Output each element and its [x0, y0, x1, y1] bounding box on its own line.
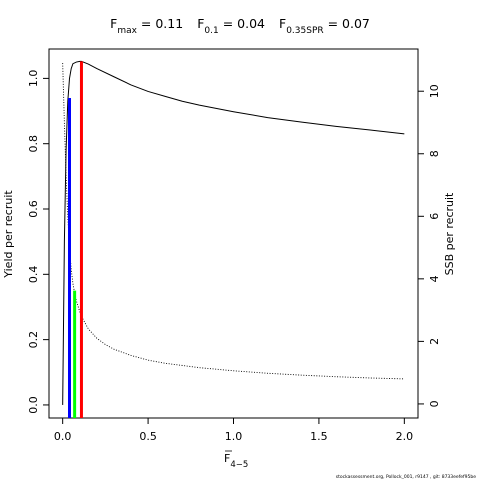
y-axis-right: 0 2 4 6 8 10 [418, 84, 441, 407]
y-left-tick-label: 0.6 [27, 200, 40, 218]
footer-note: stockassessment.org, Pollock_001, r9147 … [336, 474, 476, 480]
y-right-tick-label: 2 [428, 338, 441, 345]
title-fspr-symbol: F [279, 16, 286, 31]
title-fmax-symbol: F [110, 16, 117, 31]
x-axis-label-text: F4−5 [224, 452, 248, 470]
x-tick-label: 1.5 [310, 430, 328, 443]
title-f01-value: 0.04 [237, 16, 265, 31]
y-axis-left-label: Yield per recruit [2, 190, 15, 279]
x-tick-label: 0.0 [54, 430, 72, 443]
y-right-tick-label: 0 [428, 400, 441, 407]
x-tick-label: 2.0 [396, 430, 414, 443]
title-fmax-value: 0.11 [155, 16, 183, 31]
y-right-tick-label: 6 [428, 213, 441, 220]
y-left-tick-label: 1.0 [27, 70, 40, 88]
title-fspr-equals: = [324, 16, 342, 31]
x-axis-label-sub: 4−5 [230, 460, 248, 470]
x-tick-label: 1.0 [225, 430, 243, 443]
x-tick-label: 0.5 [139, 430, 157, 443]
chart-title: Fmax = 0.11 F0.1 = 0.04 F0.35SPR = 0.07 [110, 16, 370, 36]
title-fspr-sub: 0.35SPR [286, 26, 323, 36]
yield-per-recruit-line [62, 60, 405, 405]
y-right-tick-label: 10 [428, 84, 441, 98]
y-left-tick-label: 0.4 [27, 266, 40, 284]
title-f01-sub: 0.1 [204, 26, 218, 36]
y-axis-right-label: SSB per recruit [443, 192, 456, 275]
title-fmax-equals: = [137, 16, 155, 31]
x-axis-label: F4−5 [224, 450, 248, 470]
reference-lines-layer [68, 61, 83, 418]
x-axis: 0.0 0.5 1.0 1.5 2.0 [54, 418, 413, 443]
title-fspr-value: 0.07 [342, 16, 370, 31]
y-left-tick-label: 0.8 [27, 135, 40, 153]
y-left-tick-label: 0.0 [27, 396, 40, 414]
y-right-tick-label: 4 [428, 275, 441, 282]
x-axis-label-symbol: F [224, 452, 230, 465]
title-f01-symbol: F [197, 16, 204, 31]
y-right-tick-label: 8 [428, 150, 441, 157]
title-f01-equals: = [219, 16, 237, 31]
y-axis-left: 0.0 0.2 0.4 0.6 0.8 1.0 [27, 70, 49, 414]
y-left-tick-label: 0.2 [27, 331, 40, 349]
title-fmax-sub: max [117, 26, 137, 36]
